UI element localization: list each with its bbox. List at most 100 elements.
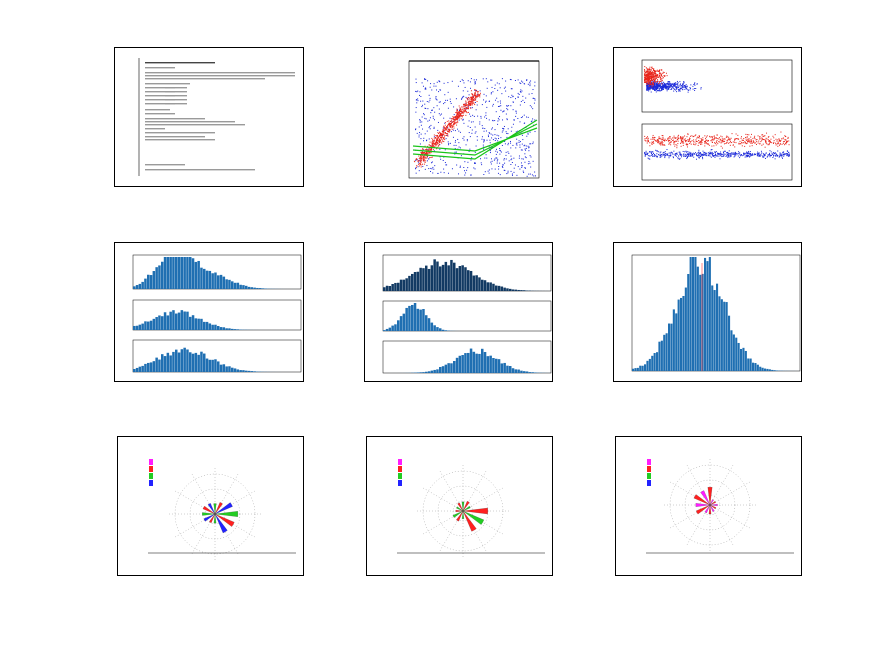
scatter-point-red: [479, 92, 481, 94]
scatter-point-blue: [689, 87, 691, 89]
scatter-point-blue: [483, 141, 485, 143]
histogram-direction-thumbnail[interactable]: [613, 242, 802, 382]
histogram-bar: [646, 360, 649, 371]
scatter-point-blue: [678, 90, 680, 92]
scatter-point-blue: [422, 149, 424, 151]
scatter-point-blue: [747, 153, 749, 155]
scatter-point-blue: [432, 172, 434, 174]
scatter-point-red: [653, 71, 655, 73]
scatter-point-blue: [501, 144, 503, 146]
scatter-point-red: [714, 142, 716, 144]
scatter-point-blue: [416, 158, 418, 160]
scatter-point-red: [680, 145, 682, 147]
scatter-point-red: [448, 122, 450, 124]
scatter-point-blue: [731, 152, 733, 154]
scatter-point-blue: [529, 143, 531, 145]
scatter-point-red: [654, 76, 656, 78]
scatter-point-blue: [653, 153, 655, 155]
scatter-point-red: [456, 122, 458, 124]
scatter-point-red: [417, 160, 419, 162]
scatter-point-red: [748, 138, 750, 140]
rose-petal: [462, 501, 470, 512]
scatter-point-blue: [473, 79, 475, 81]
scatter-point-red: [653, 141, 655, 143]
scatter-point-red: [759, 136, 761, 138]
histogram-bar: [166, 257, 170, 289]
scatter-point-blue: [420, 100, 422, 102]
scatter-point-blue: [675, 84, 677, 86]
scatter-point-red: [651, 72, 653, 74]
scatter-point-red: [661, 141, 663, 143]
histograms-height-thumbnail[interactable]: [114, 242, 304, 382]
scatter-point-blue: [443, 130, 445, 132]
scatter-point-blue: [458, 146, 460, 148]
scatter-point-blue: [449, 98, 451, 100]
scatter-point-red: [419, 160, 421, 162]
scatter-point-red: [779, 143, 781, 145]
scatter-direction-thumbnail[interactable]: [613, 47, 802, 187]
scatter-point-red: [653, 80, 655, 82]
scatter-point-blue: [673, 153, 675, 155]
scatter-point-blue: [662, 86, 664, 88]
scatter-point-blue: [521, 165, 523, 167]
histogram-bar: [177, 257, 181, 289]
scatter-point-blue: [702, 154, 704, 156]
scatter-point-blue: [750, 152, 752, 154]
scatter-point-blue: [694, 84, 696, 86]
scatter-point-blue: [470, 121, 472, 123]
scatter-point-blue: [476, 89, 478, 91]
scatter-point-red: [437, 145, 439, 147]
histogram-bar: [155, 357, 158, 372]
scatter-point-red: [644, 139, 646, 141]
rose-period-thumbnail[interactable]: [366, 436, 553, 576]
scatter-point-blue: [690, 152, 692, 154]
scatter-point-red: [669, 138, 671, 140]
scatter-point-red: [647, 139, 649, 141]
scatter-point-red: [678, 134, 680, 136]
scatter-point-red: [778, 138, 780, 140]
rose-height-thumbnail[interactable]: [117, 436, 304, 576]
scatter-point-blue: [531, 93, 533, 95]
scatter-point-red: [753, 141, 755, 143]
scatter-point-blue: [699, 156, 701, 158]
scatter-point-red: [697, 144, 699, 146]
scatter-point-red: [655, 77, 657, 79]
histograms-period-thumbnail[interactable]: [364, 242, 553, 382]
scatter-point-red: [449, 123, 451, 125]
scatter-point-blue: [424, 107, 426, 109]
scatter-point-blue: [647, 155, 649, 157]
scatter-point-blue: [483, 93, 485, 95]
histogram-bar: [208, 323, 212, 330]
histogram-bar: [696, 266, 699, 371]
scatter-point-red: [647, 70, 649, 72]
histogram-bar: [486, 356, 490, 373]
rose-petal: [214, 511, 239, 517]
rose-wind-thumbnail[interactable]: [615, 436, 802, 576]
scatter-point-red: [720, 135, 722, 137]
scatter-height-period-thumbnail[interactable]: [364, 47, 553, 187]
scatter-point-blue: [704, 152, 706, 154]
scatter-point-red: [655, 74, 657, 76]
scatter-point-blue: [729, 154, 731, 156]
scatter-point-blue: [660, 86, 662, 88]
scatter-point-blue: [692, 88, 694, 90]
scatter-point-red: [659, 75, 661, 77]
scatter-point-red: [690, 135, 692, 137]
histogram-bar: [682, 296, 685, 371]
scatter-point-blue: [534, 98, 536, 100]
scatter-point-red: [647, 78, 649, 80]
histogram-bar: [413, 272, 417, 291]
scatter-point-blue: [654, 83, 656, 85]
scatter-point-blue: [508, 152, 510, 154]
scatter-point-blue: [739, 153, 741, 155]
scatter-point-red: [458, 111, 460, 113]
summary-text-thumbnail[interactable]: [114, 47, 304, 187]
scatter-point-blue: [711, 149, 713, 151]
histogram-bar: [214, 359, 217, 372]
scatter-point-blue: [433, 168, 435, 170]
scatter-point-red: [717, 143, 719, 145]
scatter-point-blue: [418, 160, 420, 162]
scatter-point-blue: [433, 126, 435, 128]
scatter-point-red: [442, 140, 444, 142]
histogram-bar: [704, 257, 707, 371]
